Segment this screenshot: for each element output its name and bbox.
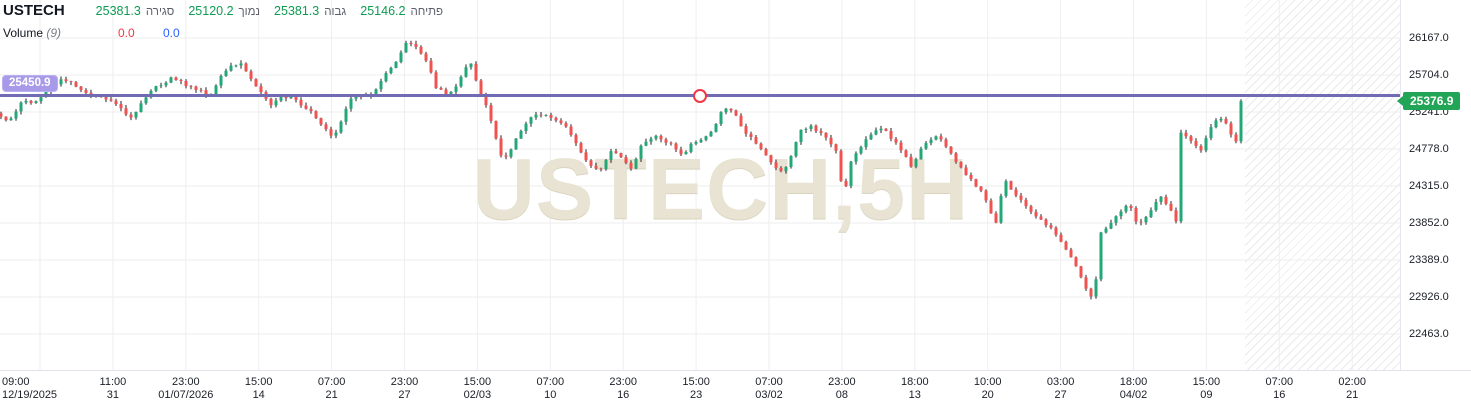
time-axis-label: 07:00 21 [317, 376, 346, 401]
price-axis-label: 22463.0 [1409, 328, 1449, 340]
time-axis-label: 15:00 14 [244, 376, 273, 401]
ohlc-values: 25381.3 סגירה 25120.2 נמוך 25381.3 גבוה 25146.… [96, 4, 457, 18]
last-price-badge: 25376.9 [1396, 92, 1461, 110]
ohlc-value: 25381.3 [274, 4, 320, 18]
price-axis-label: 23852.0 [1409, 217, 1449, 229]
ohlc-label: גבוה [324, 6, 347, 18]
future-session-area [1245, 0, 1400, 370]
price-axis[interactable]: 22463.0 22926.0 23389.0 23852.0 24315.0 24778… [1396, 0, 1471, 370]
price-axis-label: 26167.0 [1409, 32, 1449, 44]
price-axis-label: 24315.0 [1409, 180, 1449, 192]
time-axis-label: 15:00 23 [682, 376, 710, 401]
ohlc-pair: 25381.3 גבוה [274, 4, 346, 18]
time-axis-label: 15:00 02/03 [463, 376, 492, 401]
time-axis-label: 07:00 10 [536, 376, 565, 401]
time-axis-label: 07:00 16 [1265, 376, 1294, 401]
time-axis-label: 09:00 12/19/2025 [2, 376, 58, 401]
volume-value-red: 0.0 [118, 26, 135, 40]
legend: USTECH 25381.3 סגירה 25120.2 נמוך 25381.3 גבו… [3, 2, 457, 42]
ohlc-value: 25146.2 [360, 4, 406, 18]
ohlc-value: 25120.2 [188, 4, 234, 18]
ohlc-pair: 25146.2 פתיחה [360, 4, 443, 18]
volume-indicator-label[interactable]: Volume (9) [3, 26, 62, 40]
time-axis-label: 18:00 13 [901, 376, 929, 401]
volume-param: (9) [46, 26, 62, 40]
time-axis-label: 23:00 01/07/2026 [158, 376, 214, 401]
plot-area[interactable]: USTECH,5H 25450.9 [0, 0, 1400, 370]
time-axis-label: 03:00 27 [1046, 376, 1075, 401]
time-axis-label: 10:00 20 [973, 376, 1002, 401]
price-axis-label: 23389.0 [1409, 254, 1449, 266]
time-axis-label: 18:00 04/02 [1119, 376, 1148, 401]
symbol-title[interactable]: USTECH [3, 2, 65, 19]
time-axis-label: 23:00 27 [390, 376, 419, 401]
volume-value-blue: 0.0 [163, 26, 180, 40]
time-axis-label: 15:00 09 [1192, 376, 1221, 401]
time-axis-label: 02:00 21 [1338, 376, 1366, 401]
candlestick-series [0, 40, 1243, 300]
legend-symbol-row: USTECH 25381.3 סגירה 25120.2 נמוך 25381.3 גבו… [3, 2, 457, 19]
price-axis-label: 25704.0 [1409, 69, 1449, 81]
time-axis-label: 07:00 03/02 [755, 376, 783, 401]
ohlc-label: נמוך [238, 6, 261, 18]
ohlc-label: סגירה [145, 6, 175, 18]
time-axis-label: 11:00 31 [99, 376, 127, 401]
price-axis-label: 24778.0 [1409, 143, 1449, 155]
watermark: USTECH,5H [472, 141, 970, 238]
alert-marker-icon[interactable] [693, 89, 707, 103]
legend-volume-row: Volume (9) 0.0 0.0 [3, 26, 223, 42]
ohlc-label: פתיחה [410, 6, 444, 18]
time-axis-label: 23:00 16 [609, 376, 637, 401]
grid-lines [0, 0, 1400, 370]
ohlc-value: 25381.3 [95, 4, 141, 18]
ohlc-pair: 25120.2 נמוך [188, 4, 260, 18]
time-axis[interactable]: 09:00 12/19/2025 11:00 31 23:00 01/07/2026… [0, 370, 1471, 405]
ohlc-pair: 25381.3 סגירה [96, 4, 175, 18]
time-axis-label: 23:00 08 [828, 376, 856, 401]
alert-price-badge[interactable]: 25450.9 [2, 75, 58, 92]
price-axis-label: 22926.0 [1409, 291, 1449, 303]
